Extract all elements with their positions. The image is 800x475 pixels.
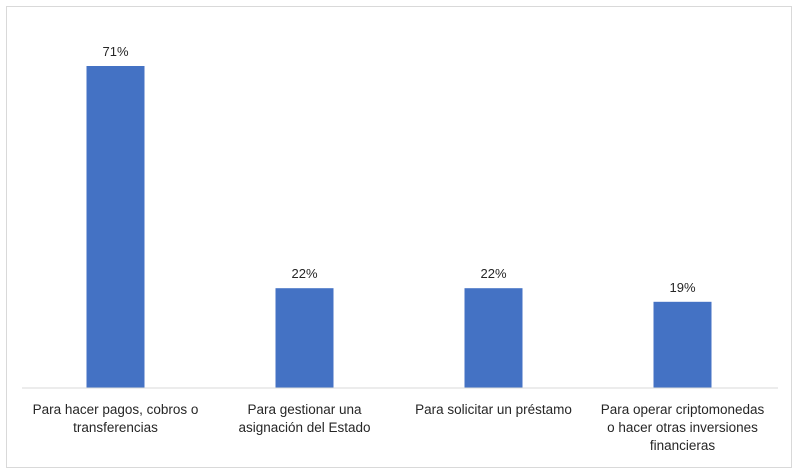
category-label-line: Para hacer pagos, cobros o bbox=[33, 402, 199, 417]
bar-1 bbox=[86, 66, 145, 388]
category-label-line: financieras bbox=[650, 438, 716, 453]
category-label-4: Para operar criptomonedas o hacer otras i… bbox=[601, 402, 765, 453]
category-label-line: asignación del Estado bbox=[238, 420, 370, 435]
category-label-line: Para solicitar un préstamo bbox=[415, 402, 572, 417]
category-label-2: Para gestionar una asignación del Estado bbox=[238, 402, 370, 435]
category-label-line: transferencias bbox=[73, 420, 158, 435]
bar-4 bbox=[653, 301, 712, 388]
data-label-1: 71% bbox=[102, 44, 128, 59]
category-label-line: Para gestionar una bbox=[247, 402, 362, 417]
data-labels-layer: 71% 22% 22% 19% bbox=[102, 44, 695, 295]
category-label-3: Para solicitar un préstamo bbox=[415, 402, 572, 417]
bar-3 bbox=[464, 288, 523, 388]
bars-layer bbox=[86, 66, 712, 388]
data-label-2: 22% bbox=[291, 266, 317, 281]
category-labels-layer: Para hacer pagos, cobros o transferencias… bbox=[33, 402, 765, 453]
category-label-line: Para operar criptomonedas bbox=[601, 402, 765, 417]
data-label-3: 22% bbox=[480, 266, 506, 281]
data-label-4: 19% bbox=[669, 280, 695, 295]
bar-2 bbox=[275, 288, 334, 388]
category-label-line: o hacer otras inversiones bbox=[607, 420, 758, 435]
category-label-1: Para hacer pagos, cobros o transferencias bbox=[33, 402, 199, 435]
